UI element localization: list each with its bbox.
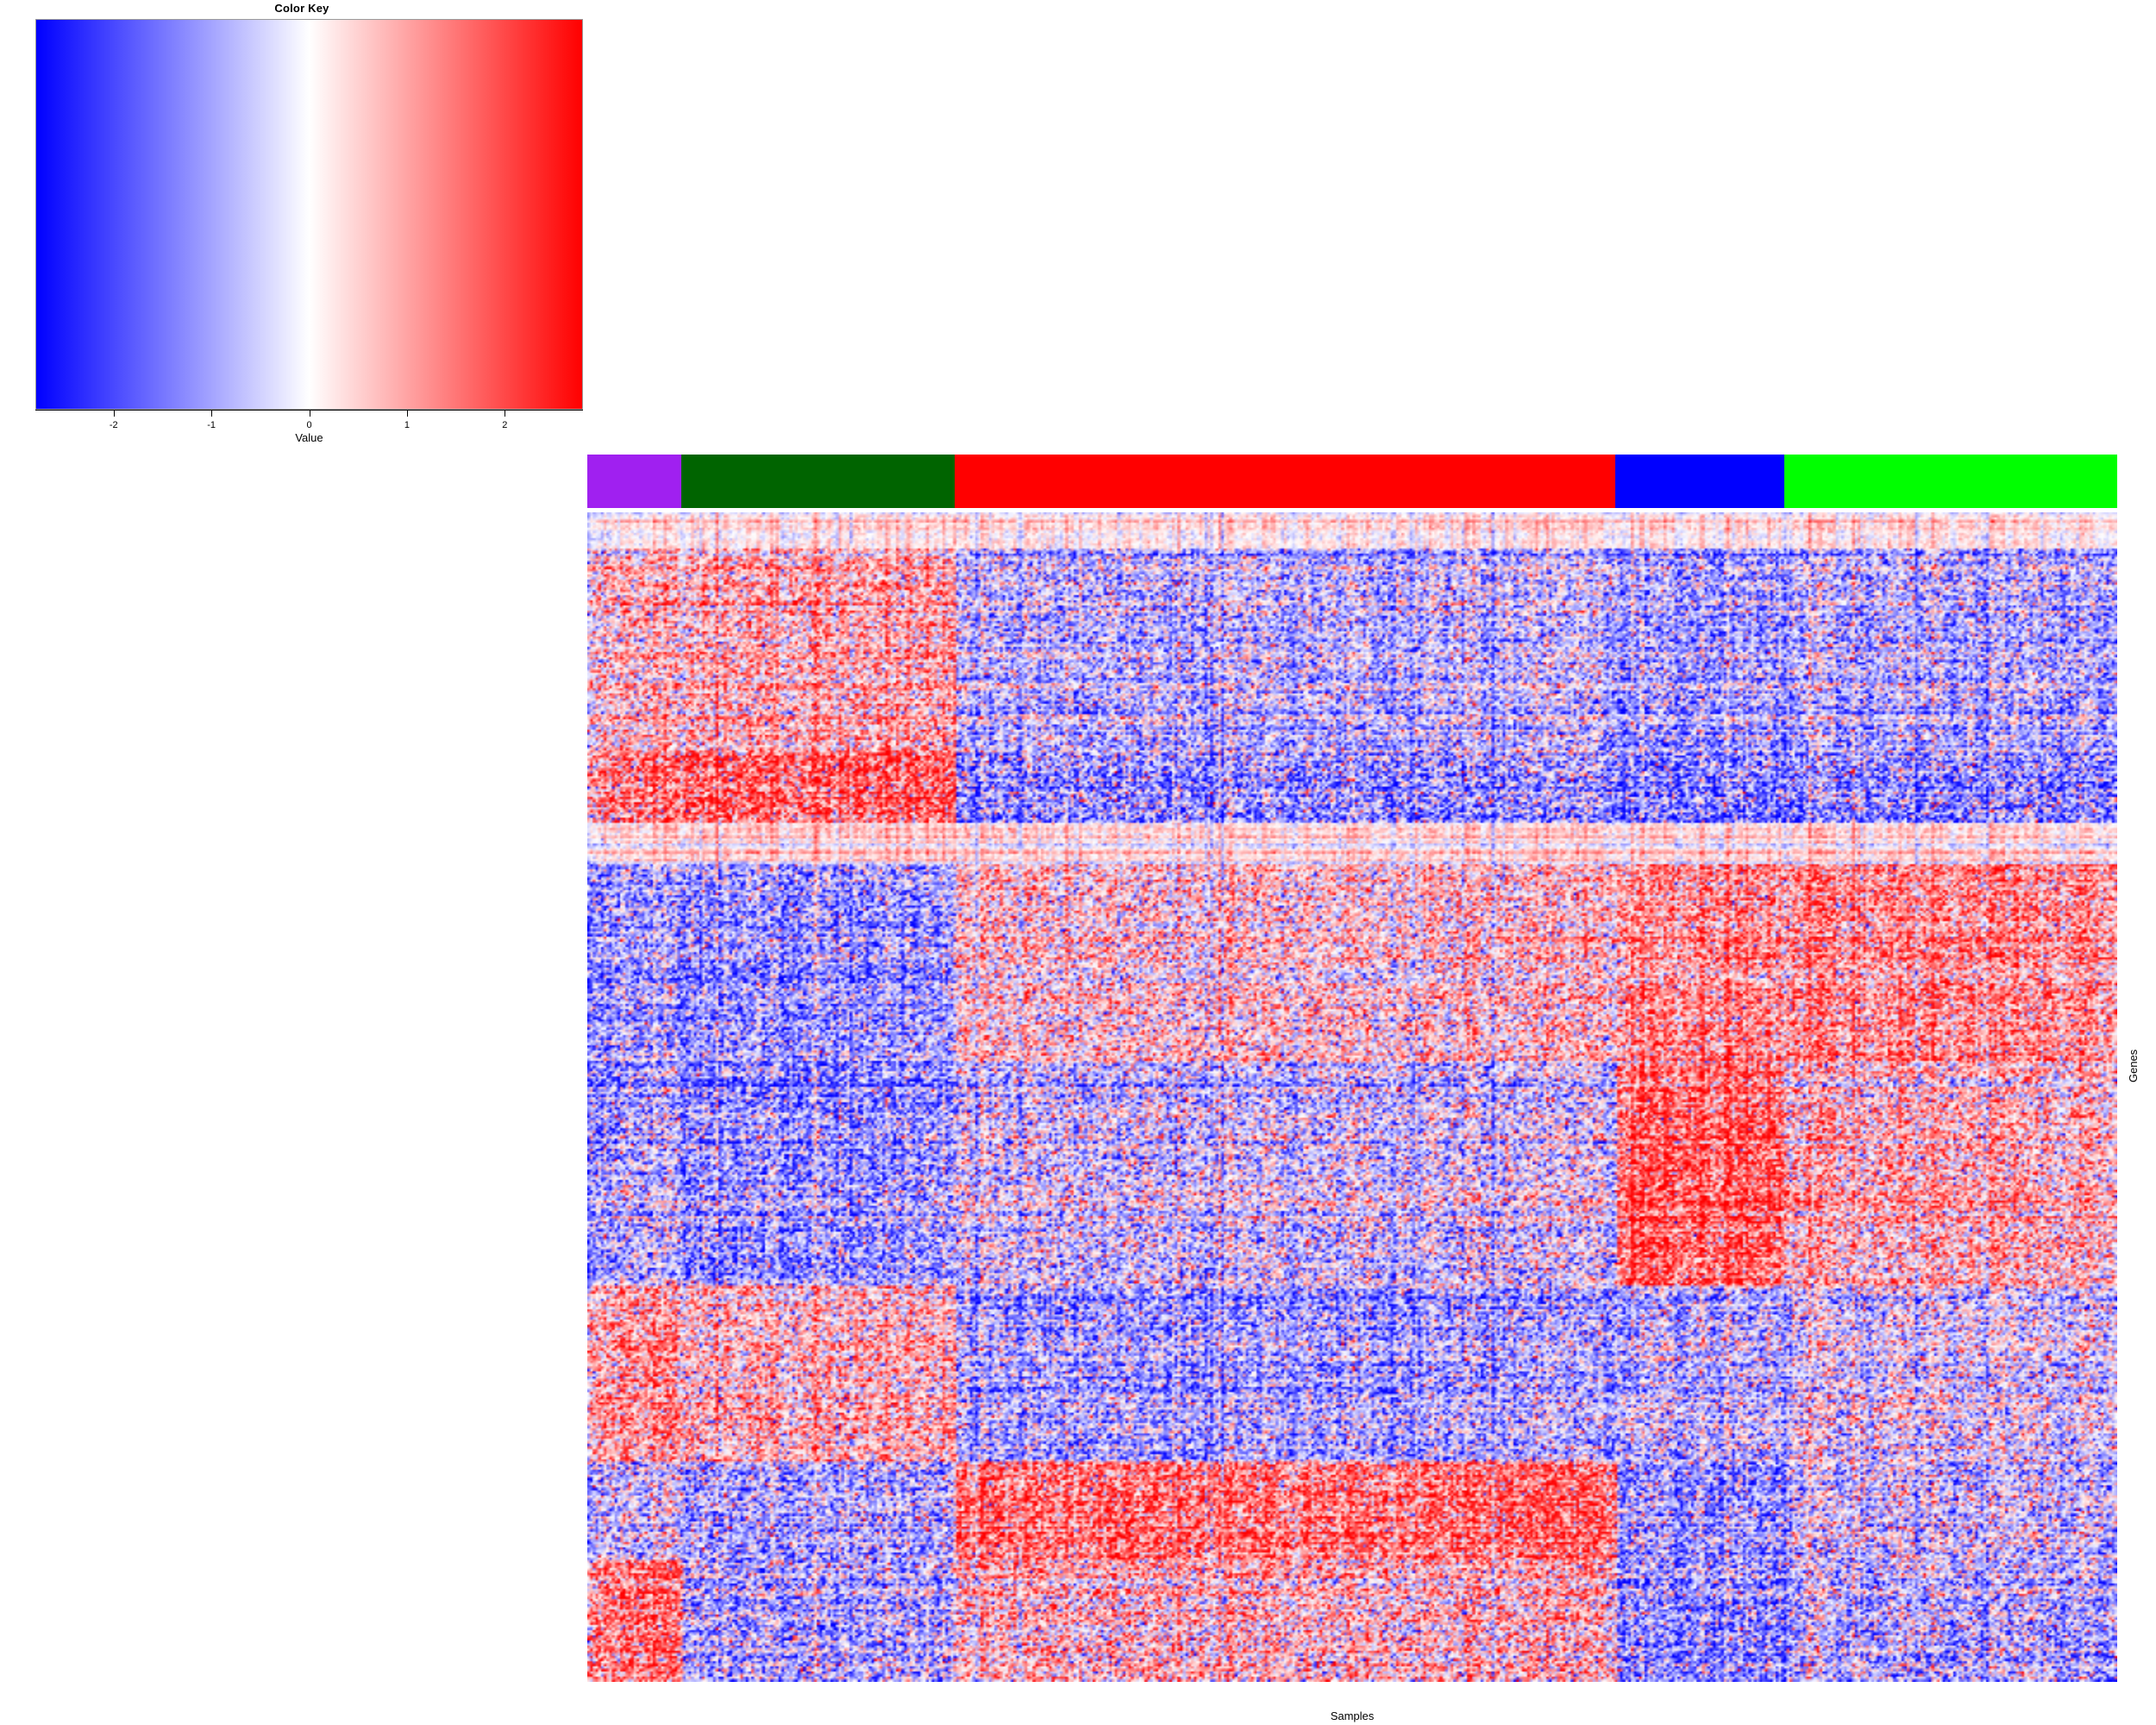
- heatmap-cells: [587, 512, 2117, 1682]
- annotation-block-group-blue[interactable]: [1615, 455, 1785, 508]
- color-key-tick-label: -1: [207, 420, 216, 430]
- x-axis-label: Samples: [1330, 1709, 1375, 1722]
- color-key-tick-label: 1: [404, 420, 410, 430]
- color-key-tick: [406, 410, 408, 417]
- heatmap-matrix: [587, 512, 2117, 1682]
- color-key-tick-label: -2: [109, 420, 118, 430]
- heatmap-panel: [587, 455, 2117, 1682]
- color-key-axis-label: Value: [295, 431, 323, 444]
- annotation-block-group-purple[interactable]: [587, 455, 682, 508]
- color-key-panel: Color Key -2 -1 0 1 2 Value: [0, 0, 604, 466]
- color-key-tick: [113, 410, 115, 417]
- annotation-block-group-darkgreen[interactable]: [681, 455, 956, 508]
- y-axis-label: Genes: [2127, 1049, 2140, 1082]
- color-key-tick-label: 0: [306, 420, 312, 430]
- annotation-block-group-red[interactable]: [955, 455, 1616, 508]
- annotation-block-group-green[interactable]: [1784, 455, 2117, 508]
- color-key-tick-label: 2: [502, 420, 508, 430]
- color-key-gradient: [35, 19, 583, 410]
- color-key-tick: [211, 410, 213, 417]
- color-key-title: Color Key: [274, 2, 329, 15]
- column-annotation-bar: [587, 455, 2117, 508]
